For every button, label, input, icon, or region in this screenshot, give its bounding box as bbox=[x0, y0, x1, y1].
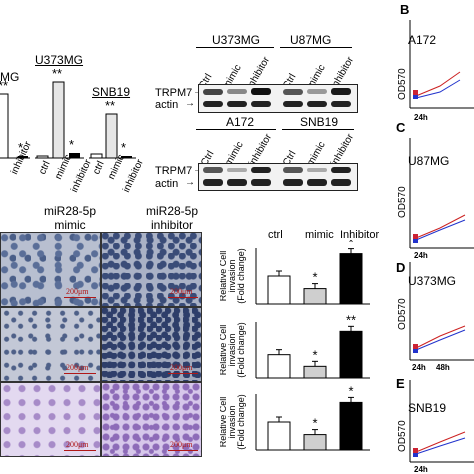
growth-xtick-b: 24h bbox=[414, 113, 428, 122]
growth-panel-d: D U373MG OD570 24h 48h bbox=[396, 260, 474, 372]
blot-top-cell-1: U373MG bbox=[212, 33, 261, 47]
sig-u373-inhibitor: * bbox=[69, 137, 74, 152]
invasion-sig-2-mimic: * bbox=[312, 347, 317, 362]
group-label-u373mg: U373MG bbox=[35, 53, 84, 67]
growth-cell-b: A172 bbox=[408, 33, 436, 47]
invasion-bar-3-mimic bbox=[303, 434, 327, 451]
panel-letter-e: E bbox=[396, 376, 405, 391]
blot-top-row-trpm7: TRPM7 bbox=[155, 87, 193, 99]
invasion-bar-1-mimic bbox=[303, 288, 327, 305]
blot-bottom-cell-2: SNB19 bbox=[300, 115, 339, 129]
group-label-mg: MG bbox=[0, 70, 20, 84]
scale-r1c2: 200μm bbox=[170, 287, 193, 296]
blot-bottom-row-trpm7: TRPM7 bbox=[155, 165, 193, 177]
growth-xtick-d1: 24h bbox=[412, 363, 426, 372]
bar-u373-inhibitor bbox=[69, 153, 80, 158]
invasion-bar-2-inhibitor bbox=[339, 330, 363, 379]
invasion-ylabel-2: Relative Cellinvasion(Fold change) bbox=[220, 322, 246, 378]
scale-r2c2: 200μm bbox=[170, 363, 193, 372]
growth-ylabel-c: OD570 bbox=[397, 186, 408, 218]
blot-top-cell-2: U87MG bbox=[290, 33, 332, 47]
bar-snb-inhibitor bbox=[121, 156, 132, 158]
growth-xtick-d2: 48h bbox=[436, 363, 450, 372]
invasion-bar-2-mimic bbox=[303, 365, 327, 379]
invasion-sig-1-mimic: * bbox=[312, 270, 317, 285]
micro-row3-inhibitor bbox=[101, 382, 202, 457]
growth-ylabel-e: OD570 bbox=[397, 420, 408, 452]
sig-snb-mimic: ** bbox=[105, 98, 115, 113]
micro-col2-label: miR28-5p inhibitor bbox=[146, 204, 199, 232]
growth-cell-e: SNB19 bbox=[408, 401, 446, 415]
micro-row2-mimic bbox=[0, 307, 101, 382]
sig-mg-mimic: ** bbox=[0, 78, 8, 93]
bar-mg-ctrl bbox=[0, 93, 9, 159]
top-bar-charts: ** * ** * ** * bbox=[0, 66, 136, 159]
invasion-charts: Relative Cellinvasion(Fold change) **Rela… bbox=[220, 240, 370, 451]
tick-u373-ctrl: ctrl bbox=[37, 159, 53, 177]
tick-snb-ctrl: ctrl bbox=[91, 159, 107, 177]
invasion-bar-2-ctrl bbox=[267, 354, 291, 379]
growth-ylabel-b: OD570 bbox=[397, 68, 408, 100]
panel-letter-c: C bbox=[396, 120, 406, 135]
invasion-sig-3-inhibitor: * bbox=[348, 383, 353, 398]
sig-snb-inhibitor: * bbox=[121, 140, 126, 155]
invasion-ylabel-3: Relative Cellinvasion(Fold change) bbox=[220, 394, 246, 450]
scale-r2c1: 200μm bbox=[66, 363, 89, 372]
bar-u373-mimic bbox=[52, 81, 65, 159]
blot-bottom-row-actin: actin bbox=[155, 178, 179, 190]
invasion-sig-3-mimic: * bbox=[312, 416, 317, 431]
micro-row3-mimic bbox=[0, 382, 101, 457]
growth-cell-d: U373MG bbox=[408, 274, 456, 288]
invasion-bar-3-ctrl bbox=[267, 421, 291, 451]
invasion-sig-1-inhibitor: * bbox=[348, 240, 353, 250]
blot-bottom-image bbox=[198, 163, 358, 191]
growth-panel-c: C U87MG OD570 24h bbox=[396, 120, 474, 260]
invasion-header-inhibitor: Inhibitor bbox=[340, 229, 380, 241]
sig-mg-inhibitor: * bbox=[18, 140, 23, 155]
sig-u373-mimic: ** bbox=[52, 66, 62, 81]
panel-letter-d: D bbox=[396, 260, 405, 275]
scale-r1c1: 200μm bbox=[66, 287, 89, 296]
invasion-header-mimic: mimic bbox=[305, 229, 334, 241]
bar-snb-mimic bbox=[105, 113, 118, 159]
invasion-ylabel-1: Relative Cellinvasion(Fold change) bbox=[220, 248, 246, 304]
micro-row2-inhibitor bbox=[101, 307, 202, 382]
growth-panel-b: B A172 OD570 24h bbox=[397, 2, 474, 122]
group-label-snb19: SNB19 bbox=[92, 85, 131, 99]
blot-top-image bbox=[198, 84, 358, 113]
bar-snb-ctrl bbox=[90, 153, 103, 159]
invasion-bar-1-ctrl bbox=[267, 275, 291, 305]
micro-row1-inhibitor bbox=[101, 232, 202, 307]
scale-r3c1: 200μm bbox=[66, 440, 89, 449]
micro-col1-label: miR28-5p mimic bbox=[44, 204, 97, 232]
growth-ylabel-d: OD570 bbox=[397, 298, 408, 330]
blot-bottom-cell-1: A172 bbox=[226, 115, 255, 129]
bar-mg-inhibitor bbox=[18, 156, 28, 158]
scale-r3c2: 200μm bbox=[170, 440, 193, 449]
blot-top-row-actin: actin bbox=[155, 99, 179, 111]
invasion-sig-2-inhibitor: ** bbox=[346, 312, 356, 327]
invasion-bar-1-inhibitor bbox=[339, 253, 363, 305]
panel-letter-b: B bbox=[400, 2, 409, 17]
growth-xtick-e: 24h bbox=[414, 465, 428, 474]
invasion-bar-3-inhibitor bbox=[339, 401, 363, 451]
micro-row1-mimic bbox=[0, 232, 101, 307]
growth-panel-e: E SNB19 OD570 24h bbox=[396, 376, 474, 474]
invasion-header-ctrl: ctrl bbox=[268, 229, 283, 241]
growth-cell-c: U87MG bbox=[408, 154, 449, 168]
growth-charts: B A172 OD570 24h C U87MG OD570 24h D U37… bbox=[396, 2, 474, 474]
growth-xtick-c: 24h bbox=[414, 251, 428, 260]
